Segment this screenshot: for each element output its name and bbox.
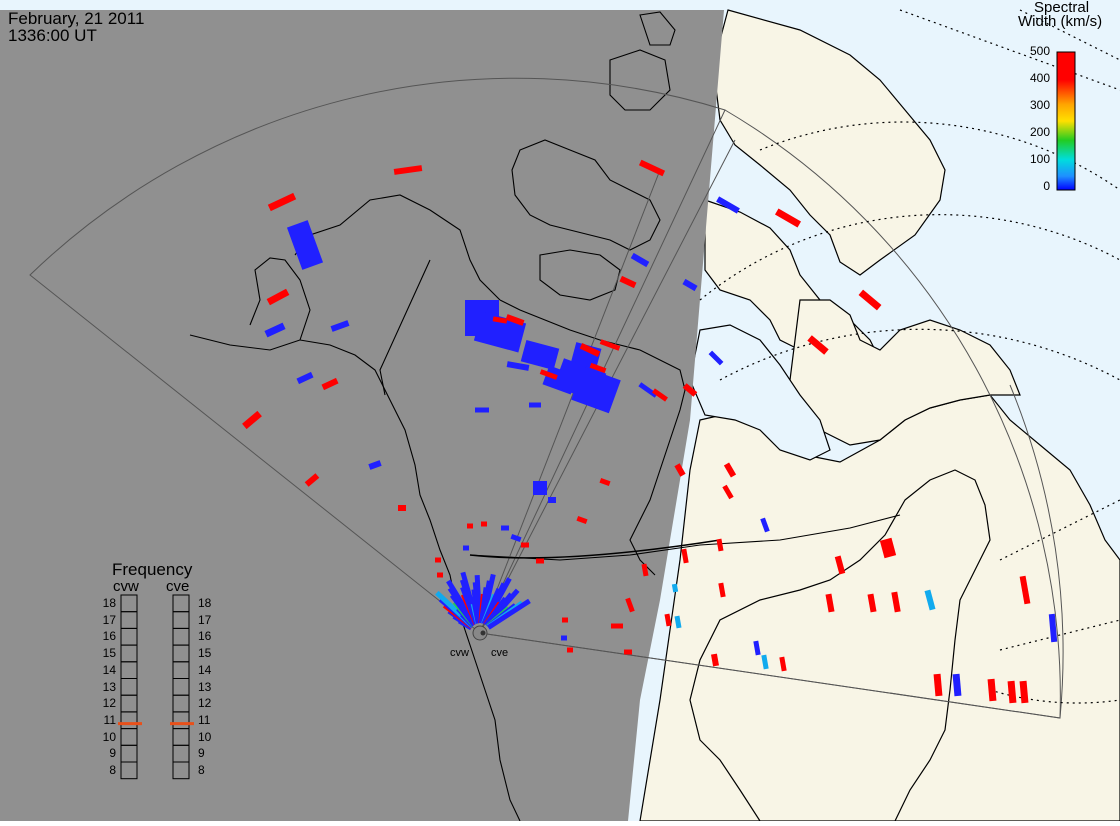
- time-label: 1336:00 UT: [8, 27, 97, 44]
- colorbar-tick: 200: [1010, 126, 1050, 138]
- frequency-scale-left: 15: [96, 647, 116, 659]
- frequency-scale-right: 10: [198, 731, 218, 743]
- frequency-scale-left: 14: [96, 664, 116, 676]
- radar-echo-cell: [501, 526, 509, 531]
- frequency-scale-right: 15: [198, 647, 218, 659]
- frequency-scale-left: 11: [96, 714, 116, 726]
- frequency-scale-left: 17: [96, 614, 116, 626]
- radar-echo-cell: [562, 618, 568, 623]
- radar-echo-cell: [463, 546, 469, 551]
- radar-echo-cell: [533, 481, 547, 495]
- frequency-scale-right: 16: [198, 630, 218, 642]
- radar-echo-cell: [536, 559, 544, 564]
- frequency-scale-right: 17: [198, 614, 218, 626]
- radar-echo-cell: [561, 636, 567, 641]
- colorbar-tick: 100: [1010, 153, 1050, 165]
- site-label-cve: cve: [491, 647, 508, 659]
- date-label: February, 21 2011: [8, 10, 144, 27]
- colorbar-tick: 0: [1010, 180, 1050, 192]
- frequency-scale-left: 8: [96, 764, 116, 776]
- radar-echo-cell: [467, 524, 473, 529]
- frequency-scale-left: 9: [96, 747, 116, 759]
- frequency-scale-left: 10: [96, 731, 116, 743]
- frequency-scale-right: 9: [198, 747, 218, 759]
- frequency-scale-left: 18: [96, 597, 116, 609]
- radar-echo-cell: [624, 650, 632, 655]
- frequency-radar-cvw: cvw: [113, 578, 139, 595]
- frequency-scale-left: 12: [96, 697, 116, 709]
- radar-echo-cell: [529, 403, 541, 408]
- radar-echo-cell: [567, 648, 573, 653]
- frequency-scale-right: 13: [198, 681, 218, 693]
- radar-echo-cell: [521, 543, 529, 548]
- colorbar-tick: 300: [1010, 99, 1050, 111]
- radar-echo-cell: [475, 408, 489, 413]
- frequency-title: Frequency: [112, 560, 192, 580]
- frequency-scale-left: 16: [96, 630, 116, 642]
- frequency-scale-right: 11: [198, 714, 218, 726]
- radar-echo-cell: [611, 624, 623, 629]
- colorbar-tick: 400: [1010, 72, 1050, 84]
- frequency-scale-right: 12: [198, 697, 218, 709]
- radar-echo-cell: [398, 505, 406, 511]
- colorbar-tick: 500: [1010, 45, 1050, 57]
- frequency-scale-left: 13: [96, 681, 116, 693]
- colorbar-scale: [1057, 52, 1075, 190]
- radar-echo-cell: [437, 573, 443, 578]
- frequency-radar-cve: cve: [166, 578, 189, 595]
- radar-echo-cell: [548, 497, 556, 503]
- radar-echo-cell: [481, 522, 487, 527]
- frequency-scale-right: 18: [198, 597, 218, 609]
- site-label-cvw: cvw: [450, 647, 469, 659]
- frequency-scale-right: 14: [198, 664, 218, 676]
- radar-site-dot: [481, 631, 486, 636]
- colorbar-title-line2: Width (km/s): [1018, 14, 1102, 29]
- radar-echo-cell: [435, 558, 441, 563]
- frequency-scale-right: 8: [198, 764, 218, 776]
